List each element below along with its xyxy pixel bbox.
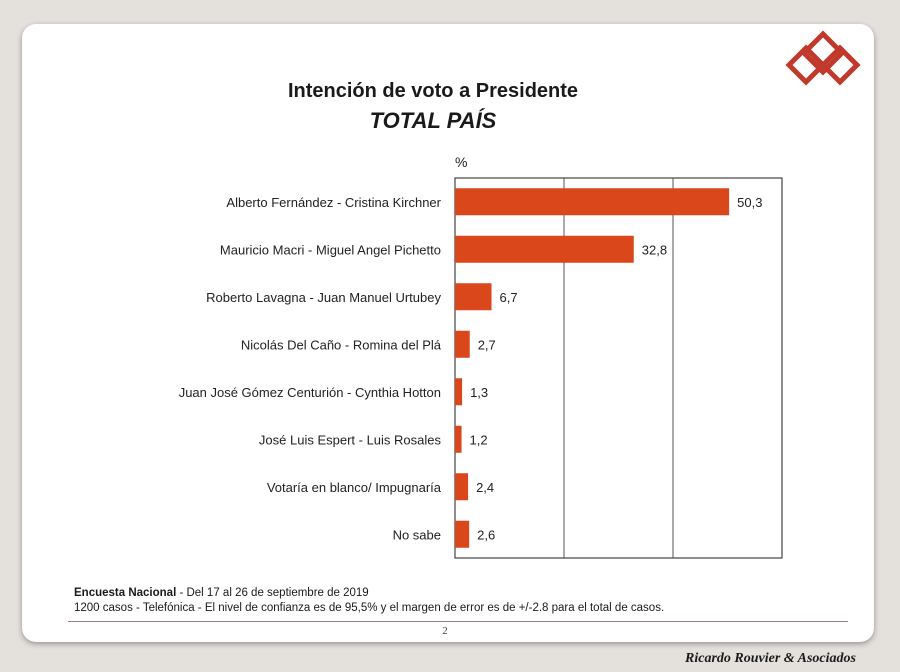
category-label: José Luis Espert - Luis Rosales bbox=[259, 432, 442, 447]
survey-dates: - Del 17 al 26 de septiembre de 2019 bbox=[176, 587, 369, 599]
category-label: Mauricio Macri - Miguel Angel Pichetto bbox=[220, 242, 441, 257]
data-label: 1,2 bbox=[470, 432, 488, 447]
footnote: Encuesta Nacional - Del 17 al 26 de sept… bbox=[74, 586, 664, 616]
bar bbox=[455, 188, 730, 216]
chart-title: Intención de voto a Presidente bbox=[287, 80, 579, 102]
data-label: 2,6 bbox=[477, 527, 495, 542]
data-label: 50,3 bbox=[737, 195, 762, 210]
axis-unit-label: % bbox=[455, 154, 467, 170]
bar bbox=[455, 283, 492, 311]
survey-name: Encuesta Nacional bbox=[74, 587, 177, 599]
category-label: Alberto Fernández - Cristina Kirchner bbox=[226, 195, 441, 210]
footer-divider bbox=[68, 621, 848, 622]
brand-name: Ricardo Rouvier & Asociados bbox=[685, 651, 856, 666]
category-label: Roberto Lavagna - Juan Manuel Urtubey bbox=[206, 290, 441, 305]
category-label: Nicolás Del Caño - Romina del Plá bbox=[241, 337, 442, 352]
data-label: 2,4 bbox=[476, 480, 494, 495]
bar bbox=[455, 425, 462, 453]
plot-frame bbox=[454, 177, 783, 559]
data-label: 6,7 bbox=[500, 290, 518, 305]
company-logo-icon bbox=[785, 30, 861, 86]
category-label: Juan José Gómez Centurión - Cynthia Hott… bbox=[179, 385, 441, 400]
data-label: 32,8 bbox=[642, 242, 667, 257]
survey-methodology: 1200 casos - Telefónica - El nivel de co… bbox=[74, 602, 665, 614]
chart-subtitle: TOTAL PAÍS bbox=[369, 108, 497, 133]
category-label: Votaría en blanco/ Impugnaría bbox=[267, 480, 442, 495]
slide-panel bbox=[22, 24, 874, 642]
bar bbox=[455, 520, 470, 548]
page-number: 2 bbox=[442, 625, 448, 637]
data-label: 2,7 bbox=[478, 337, 496, 352]
bar bbox=[455, 473, 469, 501]
category-label: No sabe bbox=[393, 527, 441, 542]
bar bbox=[455, 235, 634, 263]
bar bbox=[455, 330, 470, 358]
data-label: 1,3 bbox=[470, 385, 488, 400]
bar bbox=[455, 378, 463, 406]
